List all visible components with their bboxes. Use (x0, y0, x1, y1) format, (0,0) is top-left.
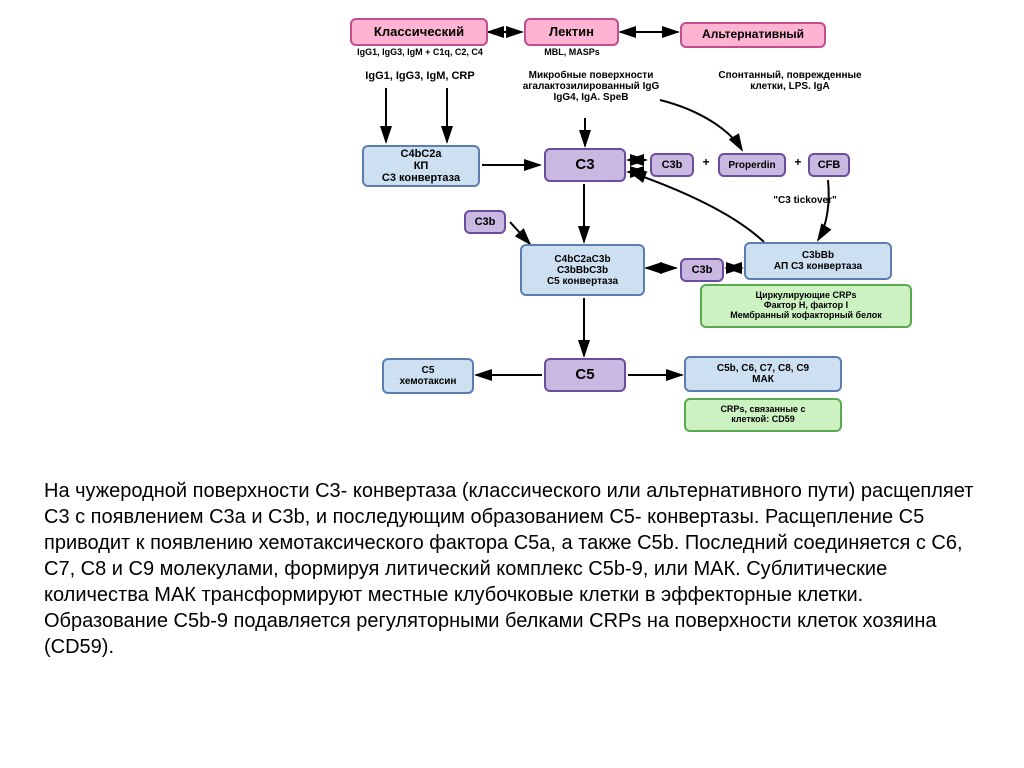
arrow-17 (630, 172, 764, 242)
box-c3b_left: C3b (464, 210, 506, 234)
label-l2: Микробные поверхностиагалактозилированны… (496, 70, 686, 103)
box-c4bc2a: C4bC2aКПC3 конвертаза (362, 145, 480, 187)
box-mak: C5b, C6, C7, C8, C9МАК (684, 356, 842, 392)
box-c3: C3 (544, 148, 626, 182)
label-plus1: + (699, 156, 713, 169)
box-c5: C5 (544, 358, 626, 392)
box-lectin: Лектин (524, 18, 619, 46)
box-alt: Альтернативный (680, 22, 826, 48)
arrow-5 (660, 100, 742, 150)
arrow-16 (818, 180, 829, 240)
label-l1: IgG1, IgG3, IgM, CRP (340, 70, 500, 82)
box-c3b_mid: C3b (680, 258, 724, 282)
label-lectin_sub: MBL, MASPs (528, 48, 616, 58)
box-crps2: CRPs, связанные склеткой: CD59 (684, 398, 842, 432)
box-crps1: Циркулирующие CRPsФактор H, фактор IМемб… (700, 284, 912, 328)
label-classical_sub: IgG1, IgG3, IgM + C1q, C2, C4 (340, 48, 500, 58)
label-tick: "C3 tickover" (760, 195, 850, 206)
box-c3bbb: C3bBbАП С3 конвертаза (744, 242, 892, 280)
arrow-10 (510, 222, 530, 244)
box-c5chem: C5хемотаксин (382, 358, 474, 394)
caption-text: На чужеродной поверхности С3- конвертаза… (44, 478, 984, 660)
box-c3b_top: C3b (650, 153, 694, 177)
arrows-layer (0, 0, 1024, 460)
box-classical: Классический (350, 18, 488, 46)
label-plus2: + (791, 156, 805, 169)
box-c5conv: C4bC2aC3bC3bBbC3bC5 конвертаза (520, 244, 645, 296)
box-properdin: Properdin (718, 153, 786, 177)
complement-diagram: Классический Лектин Альтернативный C4bC2aКП… (0, 0, 1024, 460)
label-l3: Спонтанный, поврежденныеклетки, LPS. IgA (690, 70, 890, 92)
box-cfb: CFB (808, 153, 850, 177)
